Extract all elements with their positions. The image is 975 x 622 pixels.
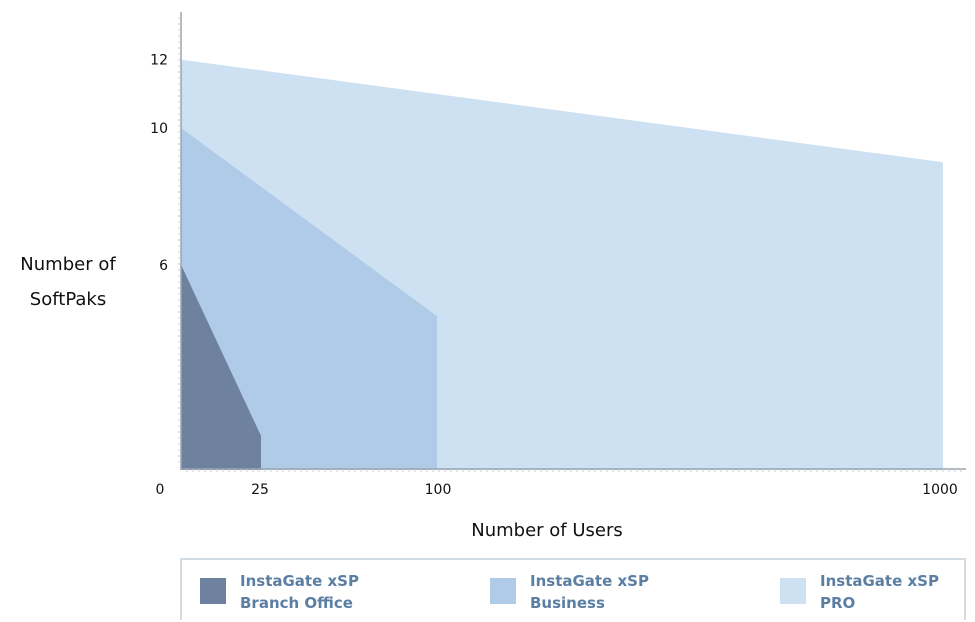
x-tick-label: 0 (156, 482, 165, 498)
y-axis-title-line-2: SoftPaks (30, 289, 106, 310)
x-tick-label: 1000 (922, 482, 958, 498)
legend-swatch-pro (780, 578, 806, 604)
legend-item-branch-office: InstaGate xSP Branch Office (200, 570, 359, 614)
legend-item-pro: InstaGate xSP PRO (780, 570, 939, 614)
legend: InstaGate xSP Branch Office InstaGate xS… (180, 558, 966, 620)
y-tick-label: 12 (150, 53, 168, 69)
legend-item-business: InstaGate xSP Business (490, 570, 649, 614)
legend-label-branch-office-line-1: InstaGate xSP (240, 572, 359, 590)
chart-area: 6 10 12 0 25 100 1000 Number of SoftPaks Numbe… (20, 12, 966, 541)
x-tick-label: 25 (251, 482, 269, 498)
x-tick-label: 100 (425, 482, 452, 498)
legend-label-business-line-1: InstaGate xSP (530, 572, 649, 590)
area-branch-office (181, 264, 261, 470)
legend-label-branch-office-line-2: Branch Office (240, 594, 353, 612)
legend-label-pro-line-2: PRO (820, 594, 856, 612)
legend-label-business-line-2: Business (530, 594, 605, 612)
legend-swatch-branch-office (200, 578, 226, 604)
x-axis-title: Number of Users (471, 520, 623, 541)
legend-swatch-business (490, 578, 516, 604)
y-axis-title-line-1: Number of (20, 254, 116, 275)
y-tick-label: 6 (159, 258, 168, 274)
y-tick-label: 10 (150, 121, 168, 137)
legend-label-pro-line-1: InstaGate xSP (820, 572, 939, 590)
area-business (181, 128, 437, 470)
